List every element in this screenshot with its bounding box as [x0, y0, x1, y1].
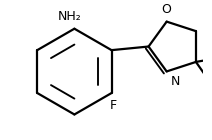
Text: NH₂: NH₂ — [58, 10, 82, 23]
Text: N: N — [170, 75, 180, 88]
Text: O: O — [162, 3, 172, 16]
Text: F: F — [110, 99, 117, 112]
